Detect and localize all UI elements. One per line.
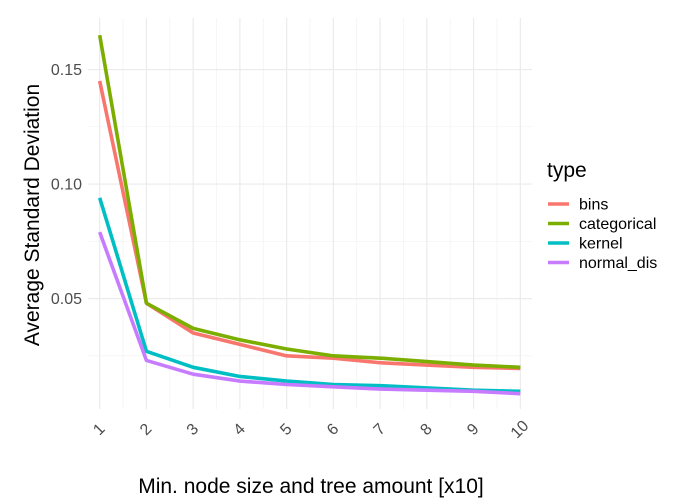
- legend: type bins categorical kernel normal_dis: [547, 159, 657, 272]
- legend-title: type: [547, 159, 587, 182]
- series-lines: [97, 34, 521, 396]
- legend-label-categorical: categorical: [579, 216, 656, 233]
- y-tick-label: 0.05: [51, 291, 82, 308]
- y-axis-title: Average Standard Deviation: [21, 84, 44, 346]
- x-axis-title: Min. node size and tree amount [x10]: [138, 475, 484, 498]
- legend-label-kernel: kernel: [579, 236, 623, 253]
- series-line-categorical: [97, 34, 521, 370]
- series-line-bins: [97, 80, 521, 371]
- y-tick-label: 0.10: [51, 177, 82, 194]
- y-tick-labels: 0.05 0.10 0.15: [51, 62, 82, 308]
- legend-label-normal-dis: normal_dis: [579, 255, 657, 272]
- legend-label-bins: bins: [579, 197, 608, 214]
- series-line-normal-dis: [97, 231, 521, 396]
- y-tick-label: 0.15: [51, 62, 82, 79]
